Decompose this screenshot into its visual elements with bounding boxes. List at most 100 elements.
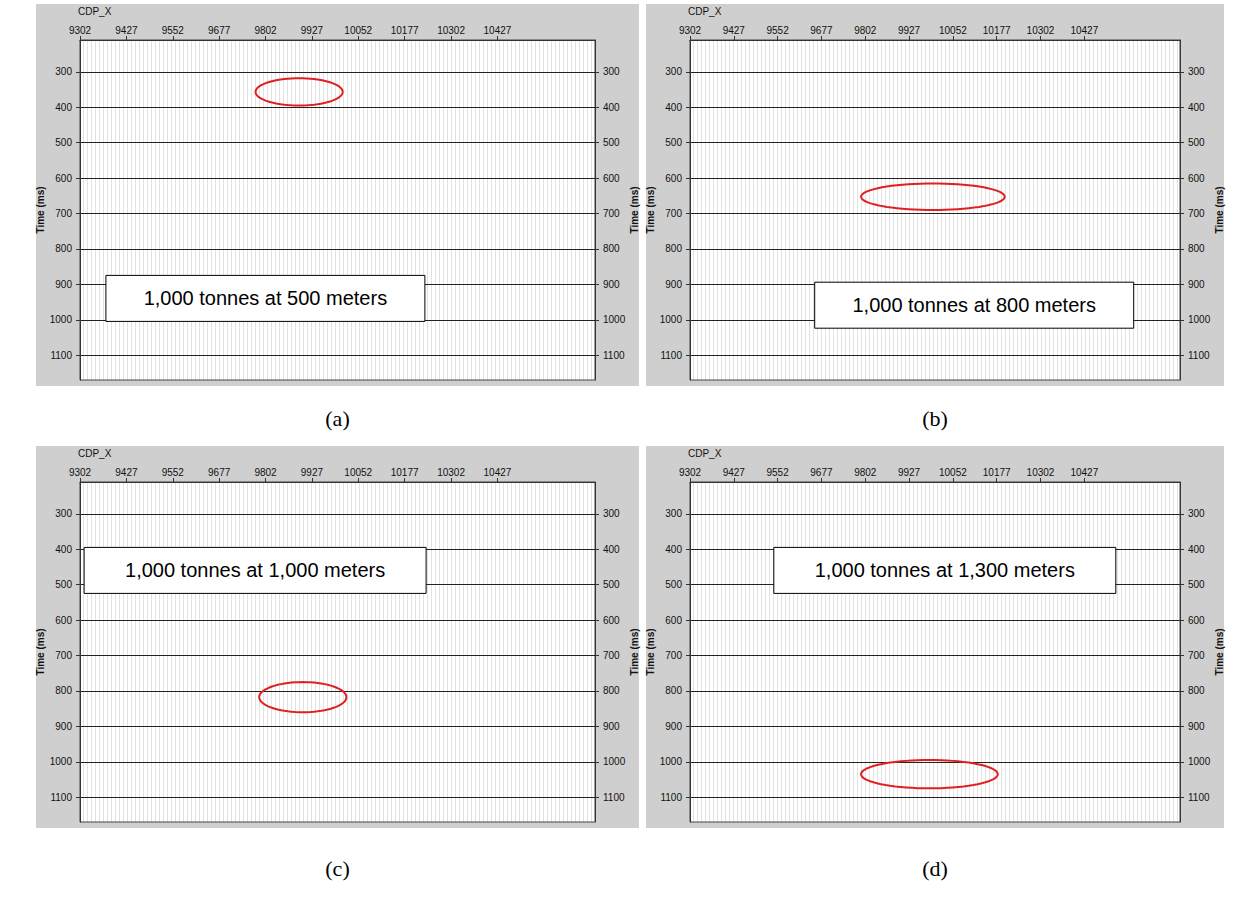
svg-text:(d): (d) xyxy=(922,856,948,881)
svg-text:1,000 tonnes at 1,300 meters: 1,000 tonnes at 1,300 meters xyxy=(815,559,1075,581)
svg-text:1000: 1000 xyxy=(1188,756,1211,767)
svg-text:1,000 tonnes at 1,000 meters: 1,000 tonnes at 1,000 meters xyxy=(125,559,385,581)
svg-text:400: 400 xyxy=(1188,102,1205,113)
svg-text:Time (ms): Time (ms) xyxy=(35,628,46,675)
svg-text:Time (ms): Time (ms) xyxy=(645,628,656,675)
svg-text:10427: 10427 xyxy=(1070,467,1098,478)
svg-text:1,000 tonnes at 500 meters: 1,000 tonnes at 500 meters xyxy=(144,287,388,309)
svg-text:10177: 10177 xyxy=(391,467,419,478)
svg-text:9927: 9927 xyxy=(898,467,921,478)
svg-text:1100: 1100 xyxy=(603,350,625,361)
svg-text:600: 600 xyxy=(665,173,682,184)
svg-text:9302: 9302 xyxy=(679,467,702,478)
svg-text:600: 600 xyxy=(1188,173,1205,184)
svg-text:1100: 1100 xyxy=(50,350,72,361)
svg-text:900: 900 xyxy=(1188,279,1205,290)
svg-text:10302: 10302 xyxy=(1027,25,1055,36)
svg-text:600: 600 xyxy=(55,173,72,184)
svg-text:300: 300 xyxy=(603,66,620,77)
svg-text:700: 700 xyxy=(665,650,682,661)
svg-text:500: 500 xyxy=(665,137,682,148)
svg-text:CDP_X: CDP_X xyxy=(688,448,722,459)
svg-text:1000: 1000 xyxy=(603,756,626,767)
svg-text:300: 300 xyxy=(665,508,682,519)
svg-text:9302: 9302 xyxy=(69,25,92,36)
svg-text:10052: 10052 xyxy=(939,467,967,478)
svg-text:400: 400 xyxy=(603,544,620,555)
svg-text:300: 300 xyxy=(603,508,620,519)
svg-text:9677: 9677 xyxy=(208,467,231,478)
svg-text:9427: 9427 xyxy=(115,467,138,478)
svg-text:Time (ms): Time (ms) xyxy=(629,186,640,233)
svg-text:700: 700 xyxy=(603,208,620,219)
svg-text:1100: 1100 xyxy=(1188,792,1210,803)
svg-text:Time (ms): Time (ms) xyxy=(35,186,46,233)
svg-text:700: 700 xyxy=(55,208,72,219)
svg-text:1000: 1000 xyxy=(50,756,73,767)
svg-text:1100: 1100 xyxy=(1188,350,1210,361)
svg-text:10427: 10427 xyxy=(484,25,512,36)
svg-text:9927: 9927 xyxy=(301,25,324,36)
svg-text:10177: 10177 xyxy=(983,25,1011,36)
svg-text:700: 700 xyxy=(603,650,620,661)
svg-text:300: 300 xyxy=(55,66,72,77)
svg-text:9427: 9427 xyxy=(723,25,746,36)
svg-text:500: 500 xyxy=(55,579,72,590)
svg-text:9552: 9552 xyxy=(162,467,185,478)
svg-text:300: 300 xyxy=(55,508,72,519)
svg-text:900: 900 xyxy=(603,721,620,732)
svg-text:600: 600 xyxy=(603,615,620,626)
svg-text:9802: 9802 xyxy=(254,25,277,36)
svg-text:600: 600 xyxy=(603,173,620,184)
svg-text:Time (ms): Time (ms) xyxy=(645,186,656,233)
svg-text:400: 400 xyxy=(55,544,72,555)
svg-text:800: 800 xyxy=(55,685,72,696)
svg-text:9552: 9552 xyxy=(767,467,790,478)
svg-text:10052: 10052 xyxy=(344,467,372,478)
svg-text:600: 600 xyxy=(55,615,72,626)
svg-text:9302: 9302 xyxy=(69,467,92,478)
svg-text:500: 500 xyxy=(1188,579,1205,590)
svg-text:500: 500 xyxy=(603,579,620,590)
svg-text:9802: 9802 xyxy=(854,25,877,36)
svg-text:500: 500 xyxy=(1188,137,1205,148)
svg-text:700: 700 xyxy=(1188,650,1205,661)
svg-text:500: 500 xyxy=(603,137,620,148)
svg-text:9427: 9427 xyxy=(723,467,746,478)
svg-text:500: 500 xyxy=(55,137,72,148)
svg-text:900: 900 xyxy=(1188,721,1205,732)
svg-text:800: 800 xyxy=(665,243,682,254)
svg-text:9802: 9802 xyxy=(254,467,277,478)
svg-text:900: 900 xyxy=(665,721,682,732)
svg-text:900: 900 xyxy=(665,279,682,290)
svg-text:400: 400 xyxy=(1188,544,1205,555)
svg-text:10177: 10177 xyxy=(983,467,1011,478)
svg-text:400: 400 xyxy=(665,544,682,555)
svg-text:1000: 1000 xyxy=(603,314,626,325)
svg-text:1100: 1100 xyxy=(660,792,682,803)
svg-text:400: 400 xyxy=(55,102,72,113)
svg-text:900: 900 xyxy=(55,721,72,732)
svg-text:CDP_X: CDP_X xyxy=(688,6,722,17)
svg-text:9427: 9427 xyxy=(115,25,138,36)
svg-text:10177: 10177 xyxy=(391,25,419,36)
svg-text:9802: 9802 xyxy=(854,467,877,478)
svg-text:9677: 9677 xyxy=(208,25,231,36)
svg-text:9927: 9927 xyxy=(898,25,921,36)
svg-text:10052: 10052 xyxy=(939,25,967,36)
svg-text:600: 600 xyxy=(1188,615,1205,626)
svg-text:9677: 9677 xyxy=(810,467,833,478)
svg-text:9927: 9927 xyxy=(301,467,324,478)
svg-text:Time (ms): Time (ms) xyxy=(1214,628,1225,675)
svg-text:CDP_X: CDP_X xyxy=(78,448,112,459)
svg-text:900: 900 xyxy=(603,279,620,290)
svg-text:9302: 9302 xyxy=(679,25,702,36)
svg-text:1000: 1000 xyxy=(50,314,73,325)
svg-text:9552: 9552 xyxy=(767,25,790,36)
svg-text:10302: 10302 xyxy=(1027,467,1055,478)
svg-text:800: 800 xyxy=(1188,685,1205,696)
svg-text:1100: 1100 xyxy=(50,792,72,803)
svg-text:1,000 tonnes at 800 meters: 1,000 tonnes at 800 meters xyxy=(852,294,1095,316)
svg-text:700: 700 xyxy=(55,650,72,661)
svg-text:10052: 10052 xyxy=(344,25,372,36)
